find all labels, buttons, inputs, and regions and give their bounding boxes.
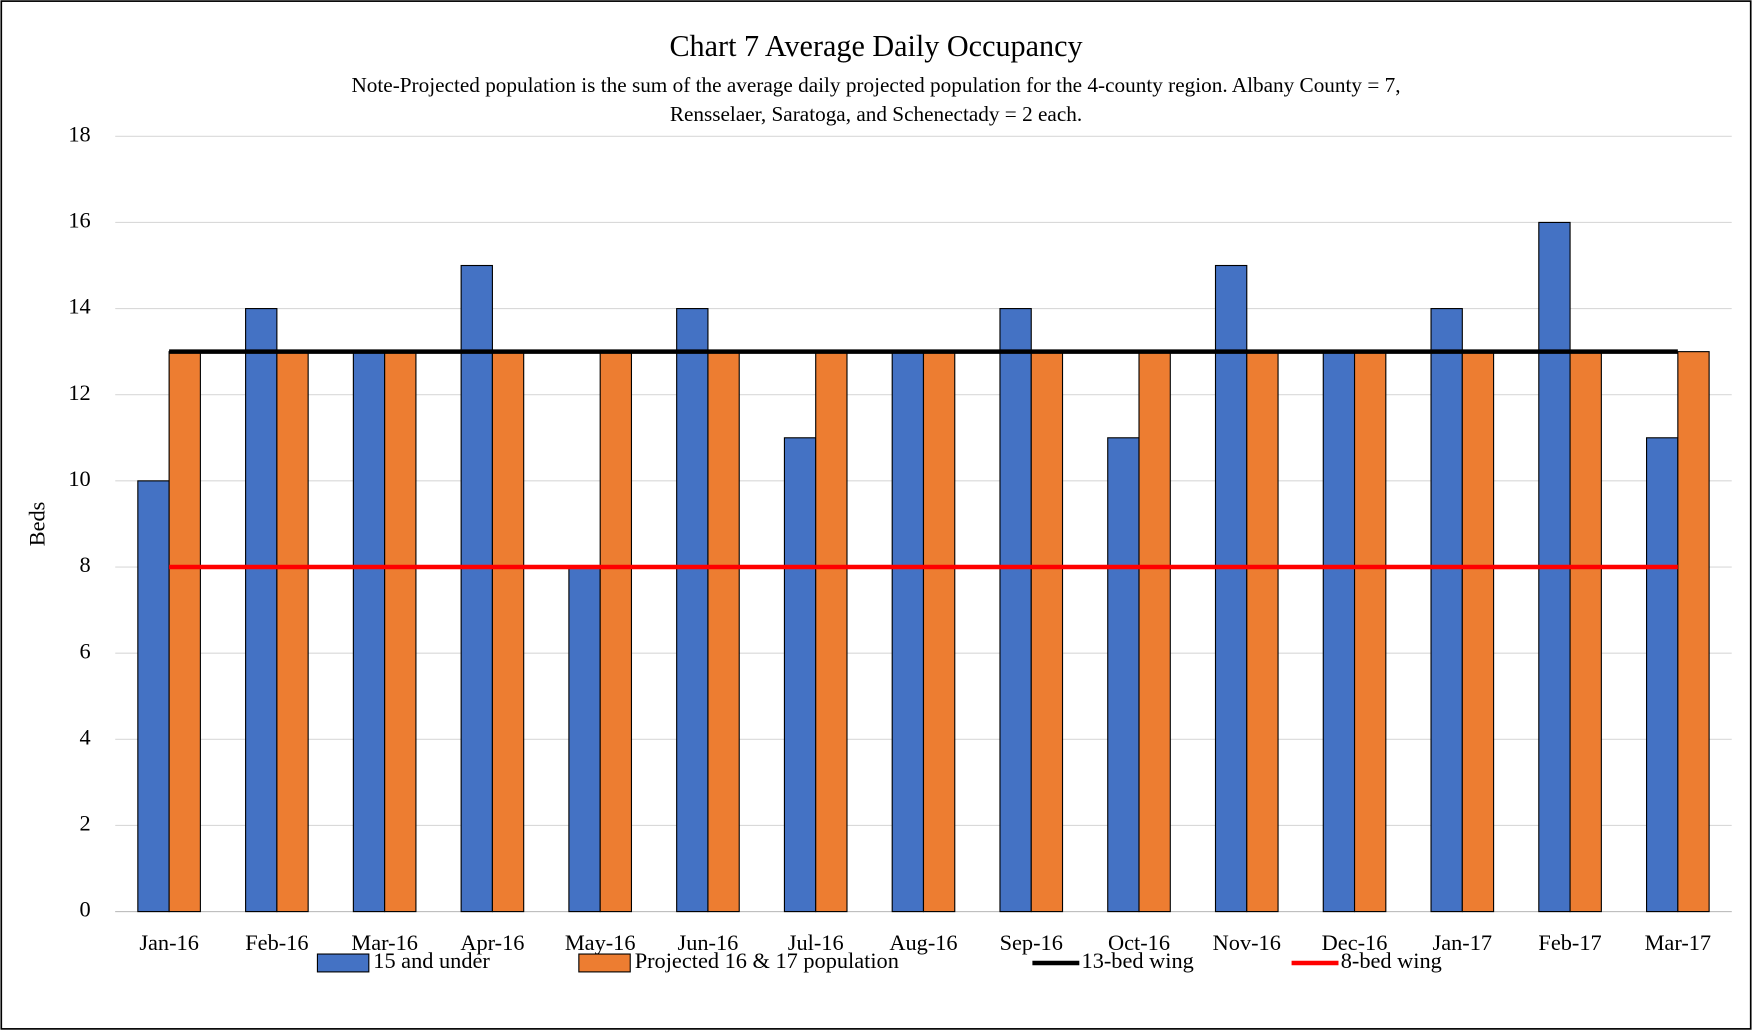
y-tick-label: 6 xyxy=(79,638,90,663)
legend-label: 15 and under xyxy=(373,948,490,973)
chart-subtitle: Rensselaer, Saratoga, and Schenectady = … xyxy=(670,102,1082,126)
bar xyxy=(384,351,417,913)
bar xyxy=(1138,351,1171,913)
bar xyxy=(815,351,848,913)
bar xyxy=(1569,351,1602,913)
x-tick-label: Aug-16 xyxy=(889,930,957,955)
bar xyxy=(1677,351,1710,913)
x-tick-label: Sep-16 xyxy=(1000,930,1063,955)
chart-title: Chart 7 Average Daily Occupancy xyxy=(669,29,1082,63)
chart-subtitle: Note-Projected population is the sum of … xyxy=(351,73,1400,97)
x-tick-label: Feb-16 xyxy=(245,930,308,955)
legend-swatch xyxy=(316,953,370,973)
bar xyxy=(707,351,740,913)
y-tick-label: 18 xyxy=(68,121,90,146)
y-tick-label: 2 xyxy=(79,811,90,836)
x-tick-label: Nov-16 xyxy=(1213,930,1281,955)
y-tick-label: 8 xyxy=(79,552,90,577)
bar xyxy=(1214,264,1248,913)
bar xyxy=(891,351,925,913)
bar xyxy=(460,264,493,913)
x-tick-label: Feb-17 xyxy=(1538,930,1601,955)
legend-label: 13-bed wing xyxy=(1082,948,1194,973)
y-tick-label: 0 xyxy=(79,897,90,922)
x-tick-label: Oct-16 xyxy=(1108,930,1170,955)
bar xyxy=(568,566,601,913)
x-tick-label: Mar-16 xyxy=(351,930,418,955)
bar xyxy=(922,351,956,913)
x-tick-label: Jun-16 xyxy=(678,930,739,955)
bar xyxy=(168,351,201,913)
x-tick-label: Dec-16 xyxy=(1322,930,1388,955)
y-tick-label: 16 xyxy=(68,208,90,233)
bar xyxy=(1107,437,1140,913)
bar xyxy=(1430,308,1463,913)
bar xyxy=(276,351,309,913)
legend-swatch xyxy=(578,953,631,973)
bar xyxy=(1246,351,1279,913)
bar xyxy=(999,308,1032,913)
bar xyxy=(491,351,525,913)
x-tick-label: Jan-17 xyxy=(1433,930,1493,955)
legend-label: Projected 16 & 17 population xyxy=(635,948,899,973)
bar xyxy=(676,308,709,913)
legend-label: 8-bed wing xyxy=(1341,948,1442,973)
y-tick-label: 12 xyxy=(68,380,90,405)
x-tick-label: Jul-16 xyxy=(788,930,844,955)
x-tick-label: May-16 xyxy=(565,930,636,955)
x-tick-label: Jan-16 xyxy=(139,930,199,955)
bar xyxy=(137,480,170,913)
bar xyxy=(1646,437,1679,913)
bar xyxy=(1322,351,1356,913)
bar xyxy=(1353,351,1387,913)
bar xyxy=(599,351,633,913)
x-tick-label: Apr-16 xyxy=(460,930,524,955)
bar xyxy=(245,308,278,913)
bar xyxy=(783,437,817,913)
y-tick-label: 4 xyxy=(79,724,90,749)
x-tick-label: Mar-17 xyxy=(1645,930,1712,955)
bar xyxy=(352,351,386,913)
y-tick-label: 14 xyxy=(68,294,90,319)
y-tick-label: 10 xyxy=(68,466,90,491)
y-axis-label: Beds xyxy=(24,502,49,547)
bar xyxy=(1461,351,1495,913)
bar xyxy=(1030,351,1064,913)
